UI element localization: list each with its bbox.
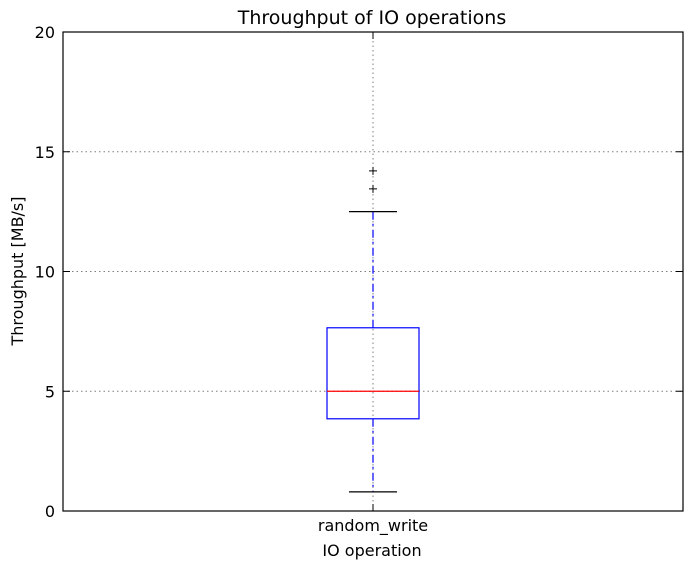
y-tick-label: 20 bbox=[35, 23, 55, 42]
y-axis-label: Throughput [MB/s] bbox=[8, 196, 27, 346]
x-tick-label: random_write bbox=[318, 516, 428, 536]
box-iqr bbox=[326, 327, 420, 420]
y-tick-label: 0 bbox=[45, 502, 55, 521]
outlier-point bbox=[369, 184, 377, 193]
x-axis-label: IO operation bbox=[322, 541, 421, 560]
outlier-point bbox=[369, 166, 377, 175]
y-tick-label: 5 bbox=[45, 382, 55, 401]
chart-title: Throughput of IO operations bbox=[237, 7, 506, 29]
y-tick-label: 10 bbox=[35, 263, 55, 282]
y-tick-label: 15 bbox=[35, 143, 55, 162]
